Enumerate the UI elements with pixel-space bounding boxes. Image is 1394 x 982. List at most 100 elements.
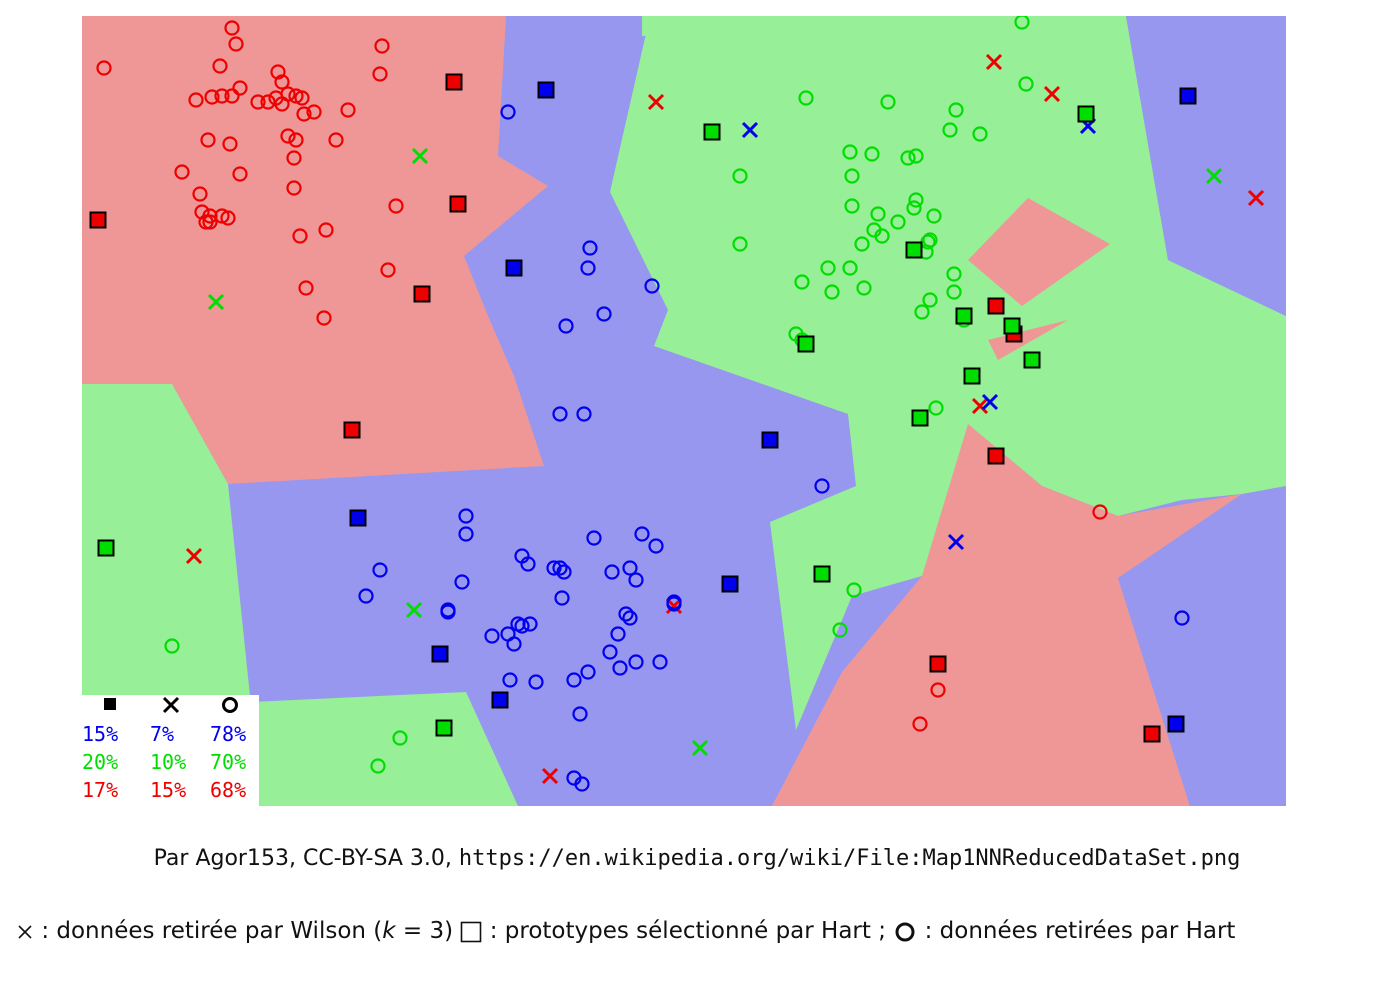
blue-circle-point: [546, 560, 562, 576]
green-circle-point: [798, 90, 814, 106]
red-square-point: [89, 211, 107, 229]
blue-circle-point: [648, 538, 664, 554]
blue-circle-point: [634, 526, 650, 542]
red-circle-point: [194, 204, 210, 220]
green-circle-point: [880, 94, 896, 110]
legend-circle-percent: 70%: [210, 750, 247, 774]
green-square-point: [955, 307, 973, 325]
red-circle-point: [930, 682, 946, 698]
legend-circle-icon: [222, 697, 238, 713]
blue-square-point: [431, 645, 449, 663]
red-circle-point: [232, 166, 248, 182]
blue-circle-point: [506, 636, 522, 652]
green-cross-point: [691, 739, 709, 757]
green-square-point: [97, 539, 115, 557]
blue-circle-point: [666, 594, 682, 610]
blue-circle-point: [556, 564, 572, 580]
red-circle-point: [222, 136, 238, 152]
legend-row: 15% 7% 78%: [82, 721, 259, 747]
red-square-point: [987, 297, 1005, 315]
red-cross-point: [665, 597, 683, 615]
blue-cross-point: [741, 121, 759, 139]
green-square-point: [1023, 351, 1041, 369]
green-circle-point: [946, 284, 962, 300]
blue-circle-point: [552, 406, 568, 422]
blue-circle-point: [574, 776, 590, 792]
legend-cross-percent: 10%: [150, 750, 187, 774]
green-cross-point: [411, 147, 429, 165]
k-equation: = 3): [395, 918, 454, 944]
marker-key: : données retirée par Wilson (k = 3) : p…: [16, 918, 1378, 944]
blue-circle-point: [604, 564, 620, 580]
red-circle-point: [204, 89, 220, 105]
region-red-wedge: [968, 198, 1110, 306]
legend-cross-icon: [162, 696, 180, 714]
green-circle-point: [370, 758, 386, 774]
green-circle-point: [732, 168, 748, 184]
red-circle-point: [202, 214, 218, 230]
red-square-point: [987, 447, 1005, 465]
cross-icon: [18, 924, 32, 939]
blue-circle-point: [558, 318, 574, 334]
green-circle-point: [392, 730, 408, 746]
red-circle-point: [340, 102, 356, 118]
green-circle-point: [972, 126, 988, 142]
blue-circle-point: [1174, 610, 1190, 626]
red-circle-point: [374, 38, 390, 54]
red-circle-point: [296, 106, 312, 122]
blue-circle-point: [528, 674, 544, 690]
red-circle-point: [316, 310, 332, 326]
green-circle-point: [874, 228, 890, 244]
red-cross-point: [1247, 189, 1265, 207]
blue-cross-point: [981, 393, 999, 411]
green-circle-point: [842, 260, 858, 276]
blue-square-point: [491, 691, 509, 709]
decision-map-svg: [82, 16, 1286, 806]
green-circle-point: [906, 200, 922, 216]
region-blue-right: [1126, 16, 1286, 316]
green-square-point: [703, 123, 721, 141]
green-circle-point: [1014, 16, 1030, 30]
green-circle-point: [926, 208, 942, 224]
blue-circle-point: [582, 240, 598, 256]
caption-prefix: Par Agor153, CC-BY-SA 3.0,: [153, 846, 459, 871]
green-cross-point: [1205, 167, 1223, 185]
blue-circle-point: [628, 654, 644, 670]
green-circle-point: [856, 280, 872, 296]
red-circle-point: [912, 716, 928, 732]
red-cross-point: [985, 53, 1003, 71]
green-square-point: [911, 409, 929, 427]
green-circle-point: [820, 260, 836, 276]
green-square-point: [435, 719, 453, 737]
red-circle-point: [286, 180, 302, 196]
caption-url[interactable]: https://en.wikipedia.org/wiki/File:Map1N…: [458, 846, 1241, 871]
red-circle-point: [306, 104, 322, 120]
green-circle-point: [890, 214, 906, 230]
blue-circle-point: [628, 572, 644, 588]
green-circle-point: [842, 144, 858, 160]
green-square-point: [1003, 317, 1021, 335]
red-square-point: [929, 655, 947, 673]
red-circle-point: [220, 210, 236, 226]
red-cross-point: [1043, 85, 1061, 103]
green-circle-point: [832, 622, 848, 638]
blue-square-point: [761, 431, 779, 449]
green-circle-point: [900, 150, 916, 166]
red-cross-point: [185, 547, 203, 565]
legend-square-percent: 20%: [82, 750, 119, 774]
blue-circle-point: [596, 306, 612, 322]
blue-circle-point: [644, 278, 660, 294]
red-circle-point: [224, 88, 240, 104]
green-cross-point: [405, 601, 423, 619]
red-circle-point: [280, 128, 296, 144]
legend-square-icon: [104, 698, 116, 710]
blue-circle-point: [580, 260, 596, 276]
legend: 15% 7% 78% 20% 10% 70% 17% 15% 68%: [82, 695, 259, 806]
blue-circle-point: [622, 560, 638, 576]
green-circle-point: [908, 148, 924, 164]
blue-circle-point: [502, 672, 518, 688]
legend-row: 17% 15% 68%: [82, 777, 259, 803]
red-circle-point: [192, 186, 208, 202]
red-circle-point: [1092, 504, 1108, 520]
green-circle-point: [908, 192, 924, 208]
